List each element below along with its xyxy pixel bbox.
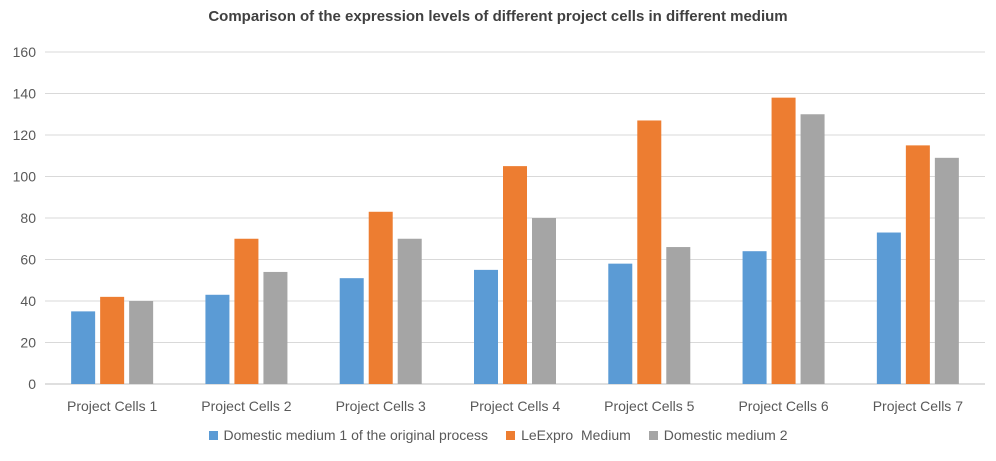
bar <box>71 311 96 384</box>
x-tick-label: Project Cells 5 <box>604 398 694 414</box>
legend: Domestic medium 1 of the original proces… <box>0 427 996 443</box>
chart-title: Comparison of the expression levels of d… <box>208 8 788 25</box>
bar <box>905 145 930 384</box>
bar <box>876 232 901 384</box>
bar <box>771 97 796 385</box>
bar <box>397 238 422 384</box>
y-tick-label: 160 <box>13 44 37 60</box>
x-tick-label: Project Cells 6 <box>738 398 828 414</box>
x-tick-label: Project Cells 4 <box>470 398 560 414</box>
bar <box>129 301 154 384</box>
bar <box>234 238 259 384</box>
legend-label: Domestic medium 2 <box>663 427 788 443</box>
bar <box>205 294 230 384</box>
bar <box>934 157 959 384</box>
y-tick-label: 120 <box>13 127 37 143</box>
bar <box>368 211 393 384</box>
y-tick-label: 40 <box>20 293 36 309</box>
x-tick-label: Project Cells 7 <box>873 398 963 414</box>
legend-swatch <box>648 430 658 440</box>
bar <box>474 269 498 384</box>
legend-item: LeExpro Medium <box>506 427 631 443</box>
y-tick-label: 60 <box>20 252 36 268</box>
bar <box>637 120 662 384</box>
bar <box>100 296 125 384</box>
bar <box>742 251 767 384</box>
x-tick-label: Project Cells 3 <box>336 398 426 414</box>
legend-swatch <box>208 430 218 440</box>
bar <box>666 247 691 384</box>
bar <box>339 278 364 384</box>
bar <box>608 263 633 384</box>
x-tick-label: Project Cells 2 <box>201 398 291 414</box>
y-tick-label: 80 <box>20 210 36 226</box>
legend-label: LeExpro Medium <box>521 427 631 443</box>
bar <box>800 114 825 384</box>
y-tick-label: 0 <box>28 376 36 392</box>
legend-item: Domestic medium 2 <box>648 427 788 443</box>
x-tick-label: Project Cells 1 <box>67 398 157 414</box>
bar <box>503 166 527 384</box>
y-tick-label: 140 <box>13 86 37 102</box>
bar <box>263 271 288 384</box>
y-tick-label: 100 <box>13 169 37 185</box>
legend-label: Domestic medium 1 of the original proces… <box>223 427 489 443</box>
y-tick-label: 20 <box>20 335 36 351</box>
bar <box>532 218 556 384</box>
legend-item: Domestic medium 1 of the original proces… <box>208 427 489 443</box>
legend-swatch <box>506 430 516 440</box>
